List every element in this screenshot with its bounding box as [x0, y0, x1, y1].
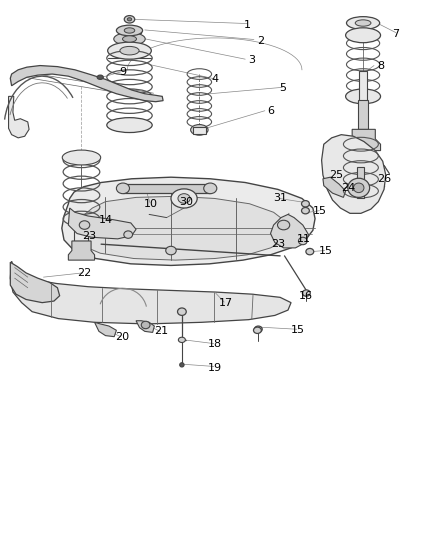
Ellipse shape [298, 237, 307, 245]
Ellipse shape [171, 189, 197, 208]
Ellipse shape [278, 220, 290, 230]
Ellipse shape [177, 308, 186, 316]
Text: 26: 26 [377, 174, 391, 184]
Ellipse shape [124, 231, 133, 238]
Text: 3: 3 [248, 55, 255, 65]
Text: 11: 11 [297, 234, 311, 244]
Ellipse shape [79, 221, 90, 229]
Polygon shape [348, 130, 381, 151]
Bar [193, 127, 206, 134]
Bar [357, 166, 364, 198]
Ellipse shape [62, 150, 101, 165]
Ellipse shape [124, 15, 135, 23]
Ellipse shape [166, 246, 176, 255]
Text: 22: 22 [78, 268, 92, 278]
Polygon shape [11, 261, 291, 324]
Polygon shape [11, 66, 163, 102]
Text: 30: 30 [179, 197, 193, 207]
Bar [74, 226, 88, 241]
Ellipse shape [108, 42, 151, 59]
Ellipse shape [301, 207, 309, 214]
Text: 20: 20 [115, 332, 129, 342]
Polygon shape [271, 214, 308, 248]
Ellipse shape [301, 200, 309, 207]
Text: 15: 15 [290, 325, 304, 335]
Ellipse shape [348, 178, 370, 197]
Polygon shape [68, 241, 95, 260]
Ellipse shape [123, 36, 137, 42]
Polygon shape [321, 135, 386, 213]
Text: 31: 31 [273, 193, 287, 204]
Text: 23: 23 [82, 231, 96, 241]
Polygon shape [323, 177, 346, 197]
Text: 10: 10 [145, 199, 158, 209]
Ellipse shape [346, 89, 381, 104]
Ellipse shape [97, 75, 103, 79]
Ellipse shape [180, 363, 184, 367]
Polygon shape [95, 322, 117, 337]
Text: 17: 17 [219, 297, 233, 308]
Text: 9: 9 [120, 67, 127, 77]
Ellipse shape [353, 183, 364, 192]
Polygon shape [62, 177, 315, 265]
Ellipse shape [254, 326, 262, 333]
Ellipse shape [346, 28, 381, 43]
Text: 16: 16 [298, 290, 312, 301]
Ellipse shape [204, 183, 217, 193]
Bar [123, 183, 210, 193]
Ellipse shape [178, 193, 190, 203]
Text: 7: 7 [392, 29, 399, 39]
Polygon shape [68, 208, 136, 239]
Text: 5: 5 [279, 83, 286, 93]
Text: 4: 4 [211, 75, 218, 84]
Text: 15: 15 [313, 206, 327, 216]
Text: 2: 2 [257, 36, 264, 45]
Polygon shape [75, 196, 288, 260]
Text: 15: 15 [319, 246, 333, 255]
Polygon shape [11, 262, 60, 303]
Ellipse shape [355, 20, 371, 26]
Ellipse shape [117, 183, 130, 193]
Ellipse shape [117, 25, 143, 36]
Text: 8: 8 [377, 61, 384, 70]
Ellipse shape [107, 118, 152, 133]
Ellipse shape [254, 327, 261, 334]
Ellipse shape [120, 46, 139, 55]
Text: 6: 6 [267, 106, 274, 116]
Text: 1: 1 [244, 20, 251, 30]
Ellipse shape [141, 321, 150, 329]
Ellipse shape [346, 17, 380, 29]
Text: 23: 23 [271, 239, 285, 249]
Ellipse shape [127, 18, 132, 21]
Bar [359, 71, 367, 103]
Text: 25: 25 [329, 170, 343, 180]
Polygon shape [136, 321, 154, 333]
Ellipse shape [306, 248, 314, 255]
Text: 24: 24 [341, 183, 355, 193]
Ellipse shape [178, 337, 185, 343]
Ellipse shape [191, 125, 208, 135]
Ellipse shape [302, 290, 310, 296]
Text: 19: 19 [208, 362, 222, 373]
Polygon shape [9, 96, 29, 138]
Ellipse shape [124, 28, 135, 33]
Ellipse shape [114, 33, 145, 45]
Polygon shape [118, 28, 141, 33]
Text: 18: 18 [208, 338, 222, 349]
Bar [358, 100, 368, 130]
Text: 14: 14 [99, 215, 113, 225]
Text: 21: 21 [154, 326, 169, 336]
